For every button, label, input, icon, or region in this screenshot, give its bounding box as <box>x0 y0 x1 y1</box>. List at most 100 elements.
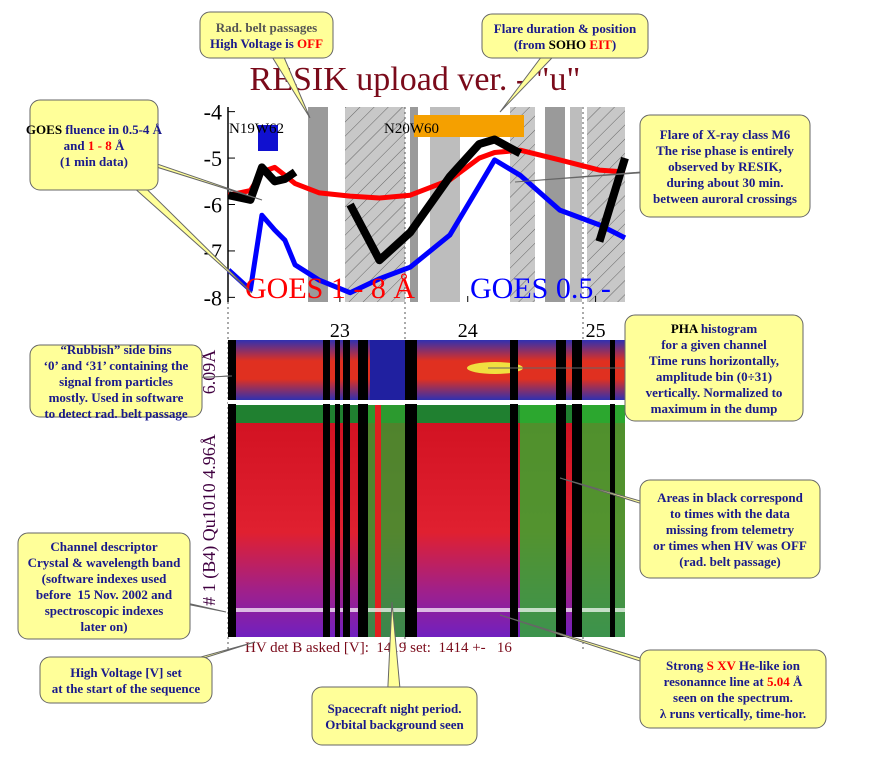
callout-text: (rad. belt passage) <box>679 554 780 569</box>
callout-line: PHA histogram <box>671 321 757 336</box>
callout-line: before 15 Nov. 2002 and <box>36 587 173 602</box>
callout-text: Flare of X-ray class M6 <box>660 127 791 142</box>
callout-box <box>639 479 821 579</box>
callout-text: spectroscopic indexes <box>45 603 164 618</box>
callout-line: High Voltage is OFF <box>210 36 323 51</box>
y-tick-label: -8 <box>204 285 222 310</box>
callout-text: Flare duration & position <box>494 21 637 36</box>
callout-text: OFF <box>297 36 323 51</box>
callout-line: Crystal & wavelength band <box>28 555 182 570</box>
callout-line: signal from particles <box>59 374 173 389</box>
callout-line: at the start of the sequence <box>52 681 201 696</box>
x-tick-label: 24 <box>458 320 478 342</box>
callout-text: before 15 Nov. 2002 and <box>36 587 173 602</box>
callout-text: (software indexes used <box>42 571 167 586</box>
callout-box <box>639 114 811 218</box>
spectrogram <box>228 340 625 637</box>
y-tick-label: -5 <box>204 146 222 171</box>
callout-text: Crystal & wavelength band <box>28 555 182 570</box>
callout-text: High Voltage [V] set <box>70 665 182 680</box>
callout-box <box>481 13 649 59</box>
callout-text: He-like ion <box>736 658 801 673</box>
callout-text: EIT <box>589 37 612 52</box>
callout-line: missing from telemetry <box>666 522 795 537</box>
callout-line: Flare of X-ray class M6 <box>660 127 791 142</box>
callout-text: observed by RESIK, <box>668 159 782 174</box>
callout-line: Areas in black correspond <box>657 490 804 505</box>
callout-line: (1 min data) <box>60 154 128 169</box>
x-tick-label: 23 <box>330 320 350 342</box>
callout-text: Rad. belt passages <box>216 20 318 35</box>
callout-text: “Rubbish” side bins <box>60 342 171 357</box>
callout-box <box>199 11 334 59</box>
callout-line: (software indexes used <box>42 571 167 586</box>
callout-line: Flare duration & position <box>494 21 637 36</box>
callout-line: Spacecraft night period. <box>328 701 462 716</box>
y-tick-label: -7 <box>204 239 222 264</box>
callout-line: seen on the spectrum. <box>673 690 793 705</box>
callout-text: 5.04 <box>767 674 790 689</box>
callout-line: observed by RESIK, <box>668 159 782 174</box>
callout-text: or times when HV was OFF <box>653 538 807 553</box>
callout-line: for a given channel <box>661 337 767 352</box>
callout-box <box>29 99 159 191</box>
callout-text: for a given channel <box>661 337 767 352</box>
callout-line: spectroscopic indexes <box>45 603 164 618</box>
callout-text: (from <box>514 37 549 52</box>
callout-text: Spacecraft night period. <box>328 701 462 716</box>
callout-text: maximum in the dump <box>651 401 778 416</box>
callout-text: ) <box>612 37 616 52</box>
callout-text: to times with the data <box>670 506 790 521</box>
callout-text: SOHO <box>549 37 587 52</box>
region-label: N19W62 <box>229 121 284 137</box>
callout-line: resonannce line at 5.04 Å <box>664 674 803 689</box>
series-line <box>226 157 627 296</box>
callout-text: later on) <box>80 619 127 634</box>
callout-text: ‘0’ and ‘31’ containing the <box>44 358 189 373</box>
callout-text: seen on the spectrum. <box>673 690 793 705</box>
callout-text: High Voltage is <box>210 36 297 51</box>
callout-text: and <box>64 138 88 153</box>
callout-text: during about 30 min. <box>666 175 783 190</box>
callout-line: between auroral crossings <box>653 191 797 206</box>
plot: -4 -5 -6 -7 -8 23 24 25 GOES 1 - 8 Å GOES 0.5 - <box>204 100 629 342</box>
series-line <box>228 147 626 201</box>
callout-line: Time runs horizontally, <box>649 353 779 368</box>
callout-line: (rad. belt passage) <box>679 554 780 569</box>
channel-top-label: 6.09Å <box>199 350 219 395</box>
channel-label: # 1 (B4) Qu1010 4.96Å <box>199 434 220 606</box>
callout-text: Strong <box>666 658 707 673</box>
callout-line: during about 30 min. <box>666 175 783 190</box>
callout-box <box>311 686 478 746</box>
callout-text: Orbital background seen <box>325 717 464 732</box>
y-tick-label: -4 <box>204 100 222 125</box>
callout-line: mostly. Used in software <box>49 390 184 405</box>
callout-line: λ runs vertically, time-hor. <box>660 706 806 721</box>
callout-box <box>639 649 827 729</box>
callout-line: to times with the data <box>670 506 790 521</box>
callout-line: later on) <box>80 619 127 634</box>
callout-text: amplitude bin (0÷31) <box>656 369 772 384</box>
callout-line: vertically. Normalized to <box>646 385 783 400</box>
callout-text: PHA <box>671 321 699 336</box>
callout-line: or times when HV was OFF <box>653 538 807 553</box>
callout-box <box>17 532 191 640</box>
callout-text: Channel descriptor <box>50 539 157 554</box>
callout-text: signal from particles <box>59 374 173 389</box>
callout-text: Areas in black correspond <box>657 490 804 505</box>
callout-text: Time runs horizontally, <box>649 353 779 368</box>
callout-line: “Rubbish” side bins <box>60 342 171 357</box>
y-tick-label: -6 <box>204 193 222 218</box>
callout-line: The rise phase is entirely <box>656 143 794 158</box>
callout-text: 1 - 8 <box>88 138 112 153</box>
series-line <box>227 135 629 265</box>
callout-box <box>624 314 804 422</box>
series-label: GOES 1 - 8 Å <box>245 272 415 305</box>
callout-box <box>29 344 203 418</box>
callout-line: GOES fluence in 0.5-4 Å <box>26 122 163 137</box>
callout-line: (from SOHO EIT) <box>514 37 616 52</box>
callout-text: vertically. Normalized to <box>646 385 783 400</box>
callout-text: at the start of the sequence <box>52 681 201 696</box>
